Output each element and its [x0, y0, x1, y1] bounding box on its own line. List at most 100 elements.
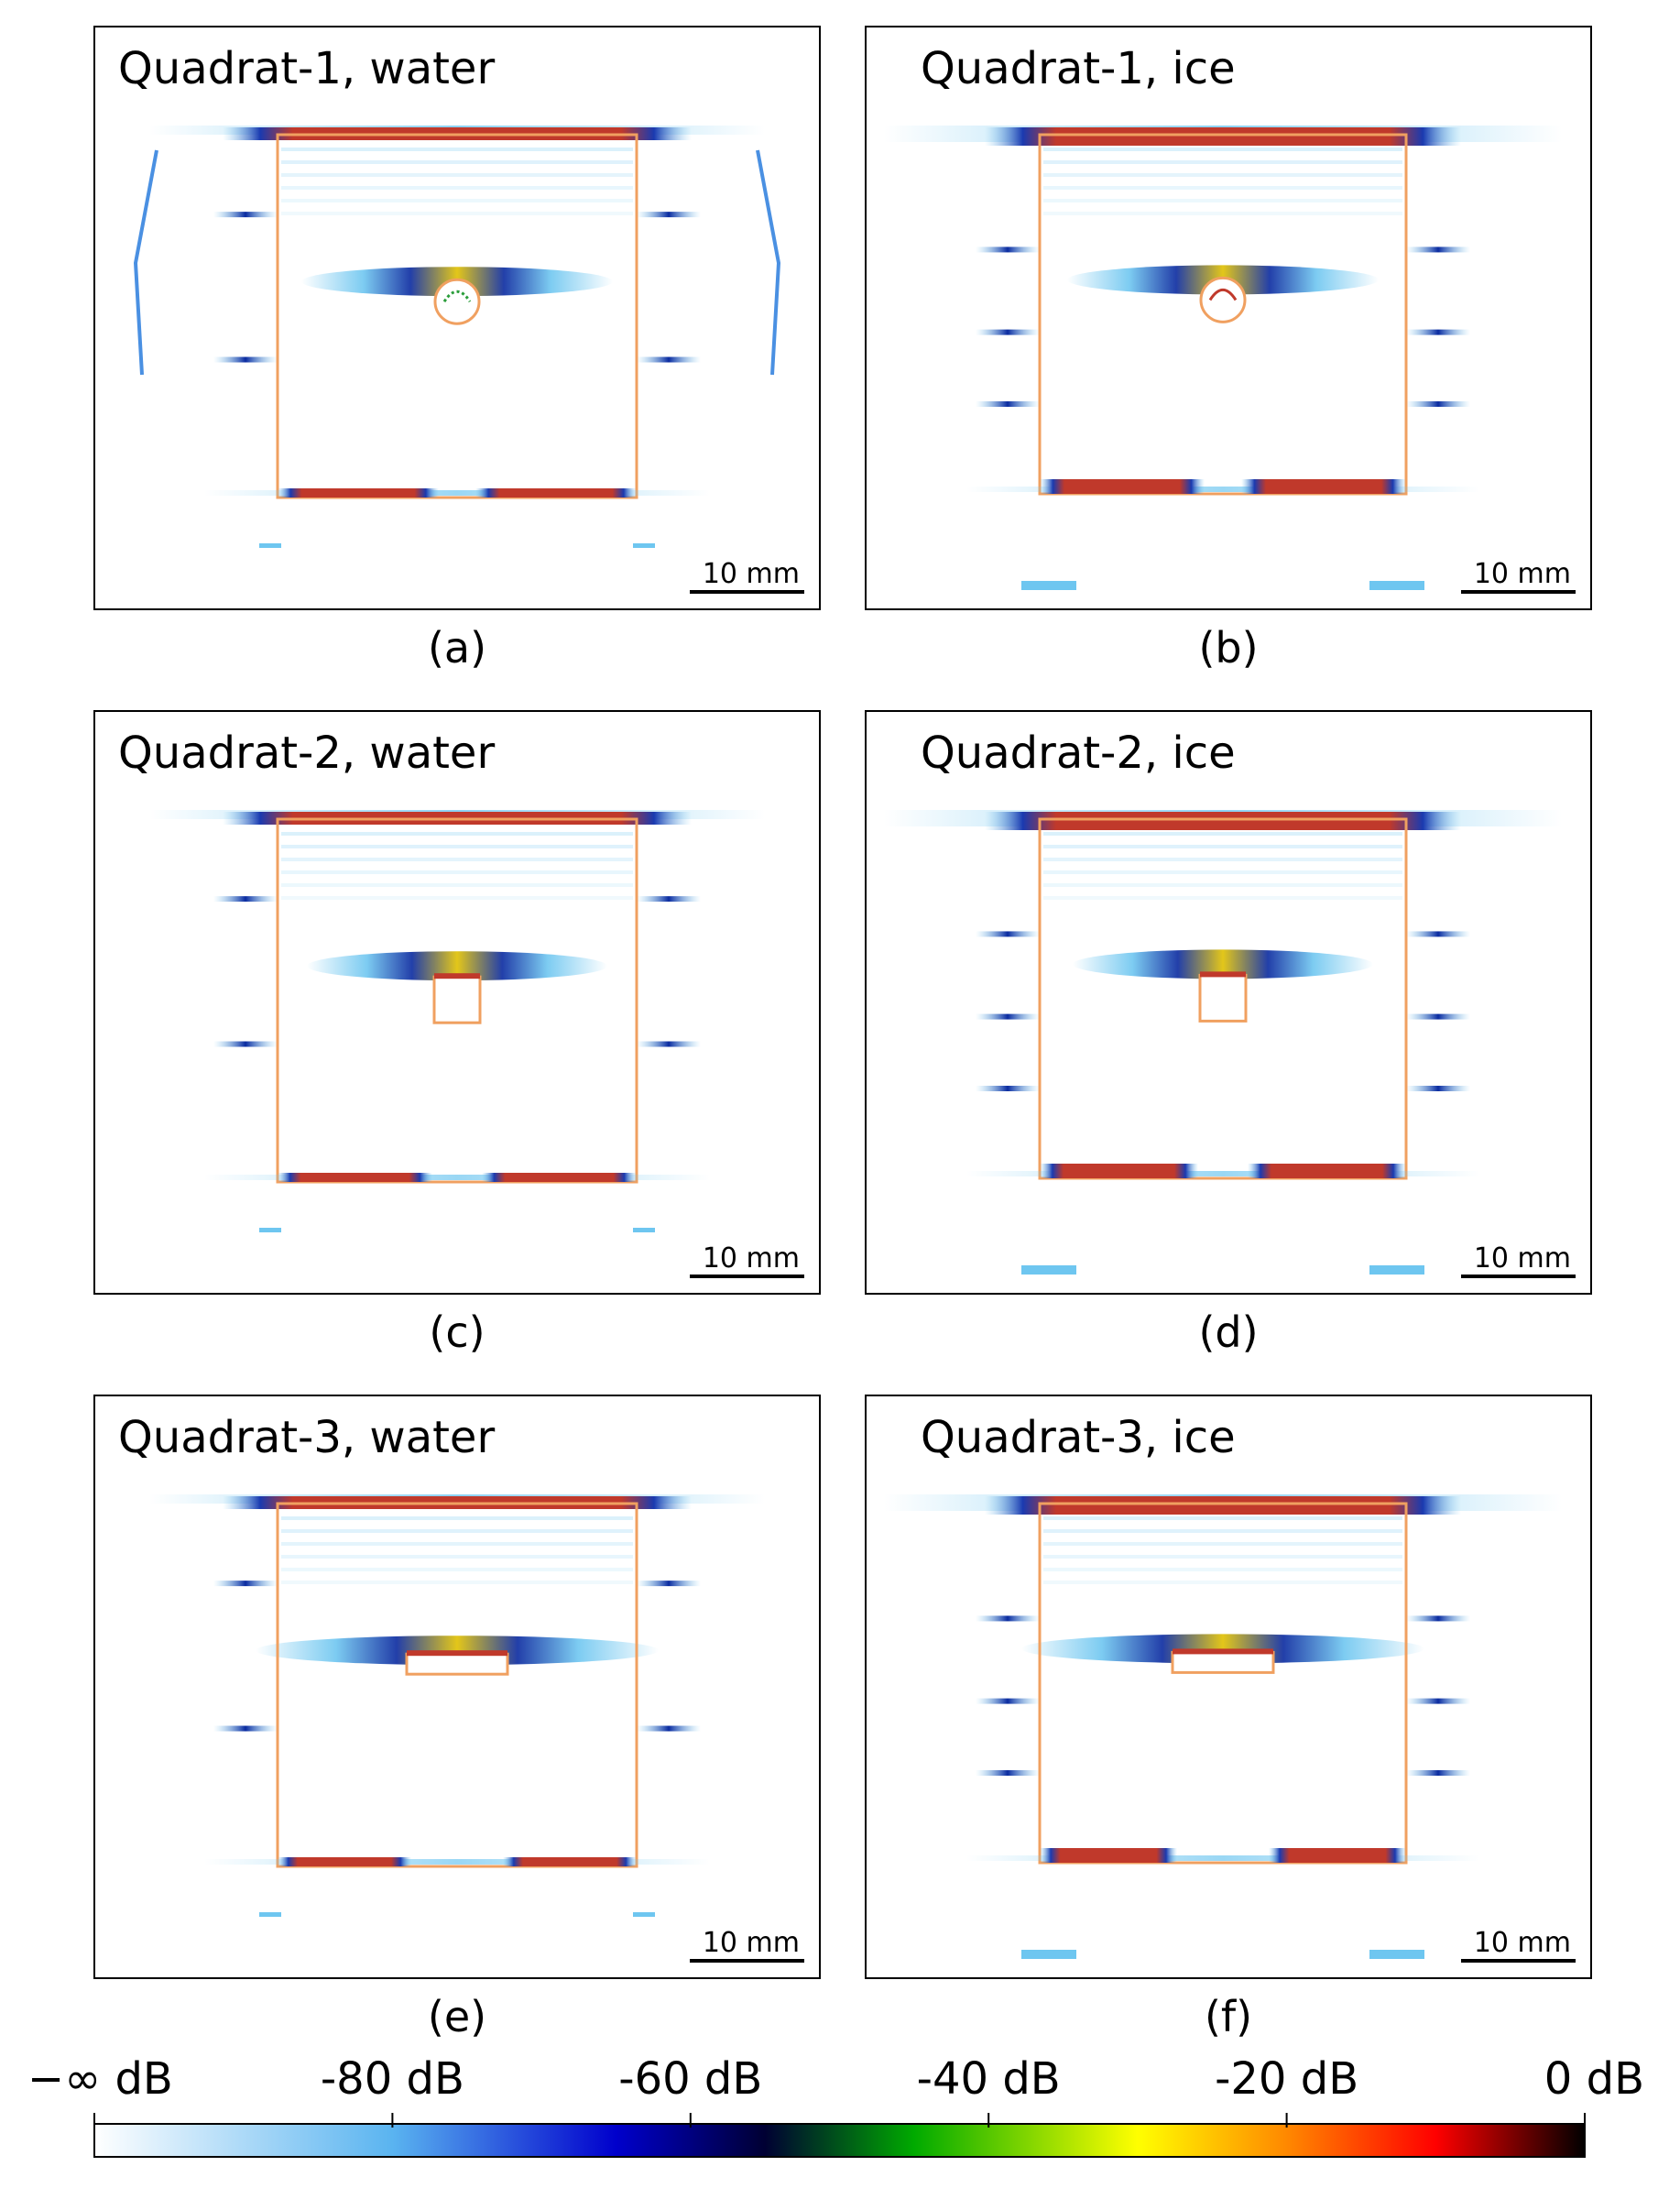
transducer-right-icon — [756, 149, 781, 376]
specimen-outline — [276, 817, 638, 1184]
panel-title: Quadrat-2, ice — [921, 728, 1236, 779]
side-lobe-left — [213, 1581, 278, 1587]
reverberation-stripe — [281, 870, 633, 874]
side-lobe-left — [976, 329, 1040, 335]
panels: Quadrat-1, water 10 mm (a) Quadrat-1, ice 10… — [93, 26, 1592, 2041]
reverberation-stripe — [281, 173, 633, 177]
side-lobe-left — [213, 356, 278, 363]
scale-bar-label: 10 mm — [703, 1242, 800, 1275]
panel-f: Quadrat-3, ice 10 mm (f) — [865, 1395, 1592, 2041]
reverberation-stripe — [281, 148, 633, 151]
defect-echo — [307, 951, 607, 981]
specimen-outline — [1038, 817, 1408, 1180]
ghost-echo-right — [633, 543, 655, 548]
circular-defect — [433, 278, 481, 325]
slot-defect — [405, 1652, 509, 1676]
reverberation-stripe — [1043, 858, 1402, 861]
ghost-echo-left — [259, 543, 281, 548]
reverberation-stripe — [281, 858, 633, 861]
scale-bar-label: 10 mm — [1474, 558, 1571, 590]
reverberation-stripe — [1043, 212, 1402, 215]
side-lobe-right — [1406, 1615, 1470, 1622]
side-lobe-right — [637, 1725, 701, 1732]
reverberation-stripe — [281, 1581, 633, 1584]
side-lobe-left — [213, 1041, 278, 1047]
reverberation-stripe — [281, 845, 633, 848]
defect-echo — [1073, 949, 1373, 979]
side-lobe-right — [1406, 1013, 1470, 1020]
side-lobe-left — [976, 246, 1040, 253]
specimen-outline — [276, 1502, 638, 1868]
side-lobe-left — [976, 1086, 1040, 1091]
side-lobe-left — [976, 1698, 1040, 1704]
bottom-reflection-left — [278, 488, 439, 498]
colorbar-tick-label: −∞ dB — [27, 2053, 173, 2105]
defect-arc — [442, 290, 472, 303]
panel-caption: (a) — [428, 623, 486, 673]
ghost-echo-left — [259, 1228, 281, 1232]
side-lobe-right — [637, 1581, 701, 1587]
side-lobe-right — [637, 212, 701, 218]
specimen-outline — [1038, 133, 1408, 496]
colorbar-tick-label: -20 dB — [1215, 2053, 1358, 2105]
reverberation-stripe — [281, 1542, 633, 1546]
ghost-echo-right — [1369, 1950, 1424, 1959]
reverberation-stripe — [1043, 173, 1402, 177]
slot-defect — [1171, 1650, 1275, 1674]
reverberation-stripe — [1043, 1516, 1402, 1520]
colorbar-tick-label: -80 dB — [321, 2053, 464, 2105]
reverberation-stripe — [281, 160, 633, 164]
reverberation-stripe — [1043, 148, 1402, 151]
ghost-echo-right — [633, 1912, 655, 1917]
transducer-left-icon — [133, 149, 158, 376]
panel-title: Quadrat-2, water — [118, 728, 495, 779]
panel-title: Quadrat-1, water — [118, 43, 495, 94]
reverberation-stripe — [1043, 1555, 1402, 1559]
side-lobe-right — [1406, 246, 1470, 253]
reverberation-stripe — [1043, 1568, 1402, 1571]
reverberation-stripe — [1043, 186, 1402, 190]
bottom-beam-halo — [966, 1855, 1479, 1861]
reverberation-stripe — [281, 212, 633, 215]
side-lobe-right — [1406, 1698, 1470, 1704]
reverberation-stripe — [1043, 199, 1402, 202]
ghost-echo-left — [259, 1912, 281, 1917]
panel-title: Quadrat-1, ice — [921, 43, 1236, 94]
square-defect-top-echo — [434, 973, 480, 979]
reverberation-stripe — [281, 199, 633, 202]
reverberation-stripe — [1043, 1542, 1402, 1546]
circular-defect — [1199, 276, 1247, 323]
defect-arc — [1208, 288, 1238, 301]
side-lobe-right — [637, 1041, 701, 1047]
scale-bar-label: 10 mm — [1474, 1242, 1571, 1275]
panel-title: Quadrat-3, water — [118, 1412, 495, 1463]
side-lobe-left — [976, 401, 1040, 407]
reverberation-stripe — [1043, 160, 1402, 164]
reverberation-stripe — [1043, 883, 1402, 887]
reverberation-stripe — [1043, 870, 1402, 874]
colorbar-ticks: −∞ dB -80 dB -60 dB -40 dB -20 dB 0 dB — [27, 2053, 1644, 2128]
reverberation-stripe — [281, 1555, 633, 1559]
bottom-beam-halo — [966, 487, 1479, 492]
panel-frame — [865, 1395, 1592, 1979]
panel-caption: (e) — [428, 1992, 486, 2041]
panel-caption: (d) — [1198, 1307, 1258, 1357]
reverberation-stripe — [1043, 1529, 1402, 1533]
bottom-reflection-left — [1040, 1164, 1198, 1178]
bottom-beam-halo — [204, 490, 710, 496]
ghost-echo-left — [1021, 1950, 1076, 1959]
side-lobe-right — [1406, 401, 1470, 407]
square-defect — [1198, 973, 1248, 1023]
side-lobe-right — [1406, 1770, 1470, 1776]
bottom-beam-halo — [966, 1171, 1479, 1176]
reverberation-stripe — [281, 186, 633, 190]
colorbar: −∞ dB -80 dB -60 dB -40 dB -20 dB 0 dB — [27, 2053, 1644, 2158]
reverberation-stripe — [281, 883, 633, 887]
ghost-echo-left — [1021, 1265, 1076, 1275]
ghost-echo-right — [1369, 1265, 1424, 1275]
specimen-outline — [1038, 1502, 1408, 1865]
side-lobe-right — [637, 356, 701, 363]
ghost-echo-right — [1369, 581, 1424, 590]
panel-title: Quadrat-3, ice — [921, 1412, 1236, 1463]
bottom-reflection-right — [1241, 479, 1406, 494]
